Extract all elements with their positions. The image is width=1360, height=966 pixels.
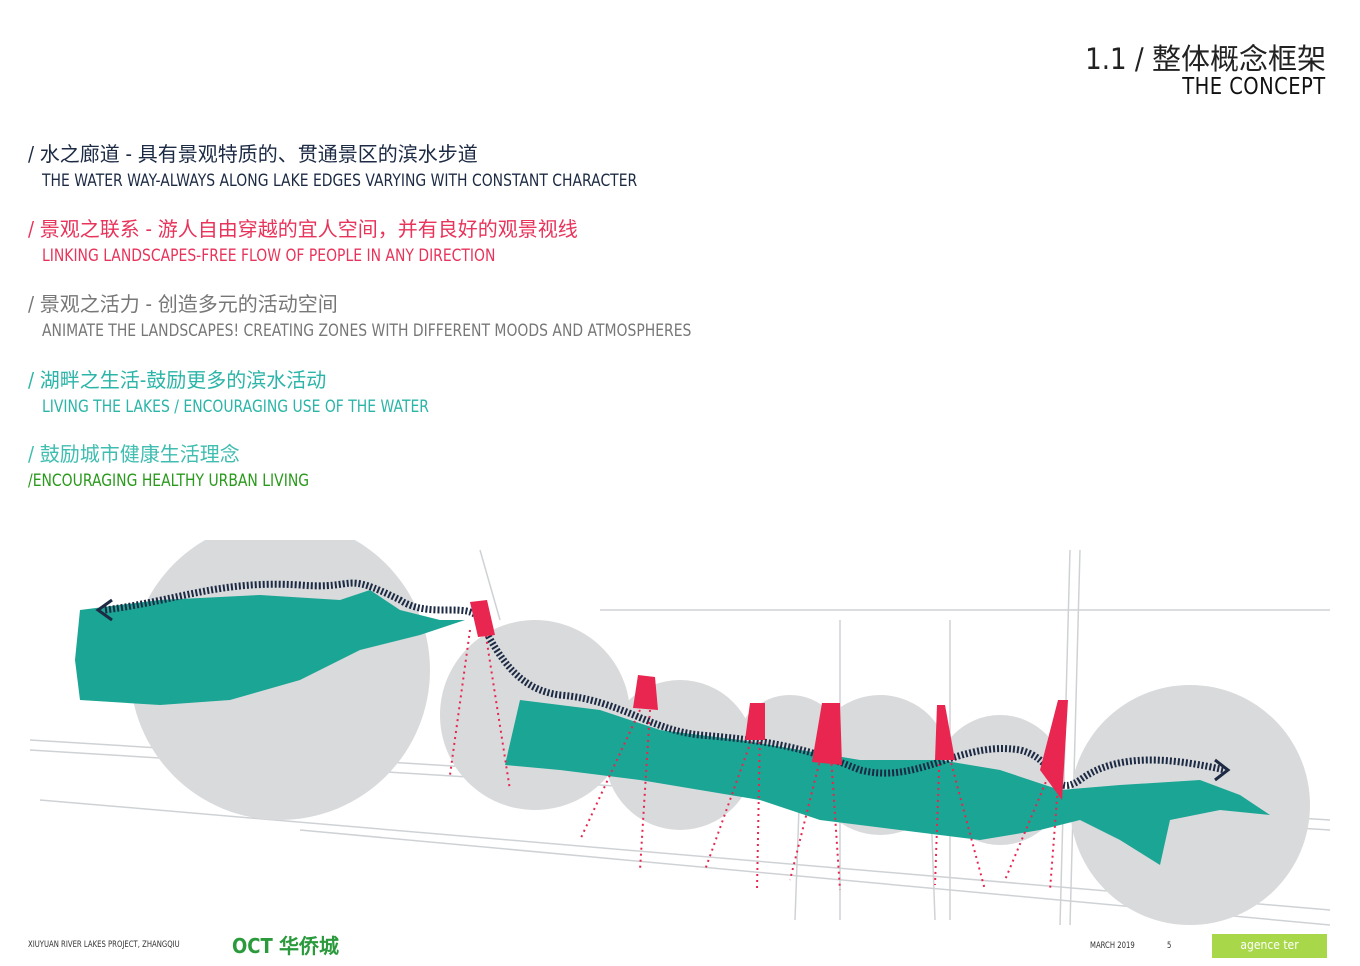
concept-zh: / 景观之联系 - 游人自由穿越的宜人空间，并有良好的观景视线 <box>28 217 578 241</box>
footer-date: MARCH 2019 <box>1090 941 1135 951</box>
link-bridges <box>470 600 1068 800</box>
footer-project: XIUYUAN RIVER LAKES PROJECT, ZHANGQIU <box>28 940 180 950</box>
agency-logo: agence ter <box>1212 934 1327 958</box>
sight-lines <box>449 629 1061 891</box>
zone-circles <box>130 540 1310 925</box>
lakes <box>75 590 1270 865</box>
client-logo-text: OCT 华侨城 <box>232 934 340 958</box>
concept-en: THE WATER WAY-ALWAYS ALONG LAKE EDGES VA… <box>42 171 638 191</box>
page-number: 5 <box>1167 941 1172 951</box>
concept-item: / 景观之活力 - 创造多元的活动空间 ANIMATE THE LANDSCAP… <box>28 288 834 341</box>
concept-item: / 景观之联系 - 游人自由穿越的宜人空间，并有良好的观景视线 LINKING … <box>28 213 595 266</box>
client-logo: OCT 华侨城 <box>232 930 339 959</box>
arrow-right-icon <box>1214 758 1231 782</box>
concept-zh: / 景观之活力 - 创造多元的活动空间 <box>28 292 338 316</box>
concept-en: ANIMATE THE LANDSCAPES! CREATING ZONES W… <box>42 321 692 341</box>
waterway-path <box>104 579 1226 789</box>
concept-en: LINKING LANDSCAPES-FREE FLOW OF PEOPLE I… <box>42 246 496 266</box>
concept-zh: / 水之廊道 - 具有景观特质的、贯通景区的滨水步道 <box>28 142 478 166</box>
concept-map <box>29 540 1331 926</box>
concept-item: / 水之廊道 - 具有景观特质的、贯通景区的滨水步道 THE WATER WAY… <box>28 138 768 191</box>
agency-logo-text: agence ter <box>1240 938 1299 952</box>
concept-zh: / 湖畔之生活-鼓励更多的滨水活动 <box>28 368 327 392</box>
section-subtitle: THE CONCEPT <box>1182 74 1326 100</box>
concept-en: /ENCOURAGING HEALTHY URBAN LIVING <box>28 471 310 491</box>
concept-zh: / 鼓励城市健康生活理念 <box>28 442 240 466</box>
concept-item: / 鼓励城市健康生活理念 /ENCOURAGING HEALTHY URBAN … <box>28 438 371 491</box>
concept-item: / 湖畔之生活-鼓励更多的滨水活动 LIVING THE LAKES / ENC… <box>28 364 514 417</box>
arrow-left-icon <box>95 598 113 622</box>
section-title: 1.1 / 整体概念框架 <box>1085 42 1326 76</box>
concept-en: LIVING THE LAKES / ENCOURAGING USE OF TH… <box>42 397 429 417</box>
